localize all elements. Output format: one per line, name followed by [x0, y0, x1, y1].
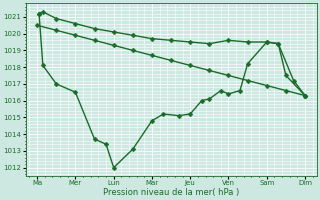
X-axis label: Pression niveau de la mer( hPa ): Pression niveau de la mer( hPa )	[103, 188, 239, 197]
